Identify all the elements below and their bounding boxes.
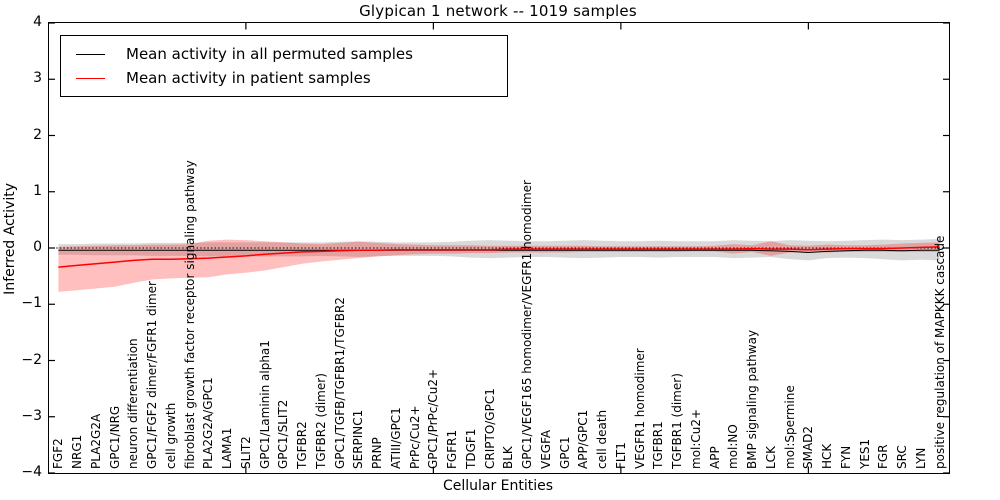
legend-line-swatch xyxy=(76,77,105,79)
x-category-label: PrPc/Cu2+ xyxy=(407,405,422,469)
x-category-label: neuron differentiation xyxy=(126,338,141,469)
y-tick-label: −1 xyxy=(21,295,42,312)
x-category-label: fibroblast growth factor receptor signal… xyxy=(182,160,197,469)
x-category-label: LCK xyxy=(763,446,778,469)
x-category-label: SLIT2 xyxy=(238,436,253,469)
y-tick-label: 4 xyxy=(33,14,42,30)
x-axis-label: Cellular Entities xyxy=(442,478,554,494)
x-category-label: cell growth xyxy=(163,402,178,469)
x-category-label: SRC xyxy=(895,445,910,469)
legend-item-label: Mean activity in all permuted samples xyxy=(126,45,413,63)
x-category-label: APP xyxy=(707,446,722,469)
legend-item-label: Mean activity in patient samples xyxy=(126,69,371,87)
x-category-label: GPC1/VEGF165 homodimer/VEGFR1 homodimer xyxy=(520,180,535,469)
x-category-label: TGFBR1 (dimer) xyxy=(670,373,685,469)
x-category-label: PLA2G2A xyxy=(88,413,103,469)
x-category-label: TGFBR1 xyxy=(651,421,666,469)
chart-title: Glypican 1 network -- 1019 samples xyxy=(359,2,637,20)
x-category-label: GPC1 xyxy=(557,436,572,469)
x-category-label: FGF2 xyxy=(51,438,66,469)
x-category-label: BLK xyxy=(501,446,516,469)
x-category-label: GPC1/NRG xyxy=(107,405,122,469)
y-tick-label: 2 xyxy=(33,126,42,143)
x-category-label: GPC1/SLIT2 xyxy=(276,399,291,469)
x-category-label: NRG1 xyxy=(70,434,85,469)
x-category-label: cell death xyxy=(595,409,610,469)
x-category-label: FYN xyxy=(838,445,853,469)
y-tick-label: −4 xyxy=(21,464,42,480)
x-category-label: HCK xyxy=(820,443,835,469)
x-category-label: SMAD2 xyxy=(801,425,816,469)
x-category-label: ATIII/GPC1 xyxy=(388,407,403,469)
y-tick-label: −3 xyxy=(21,407,42,424)
x-category-label: GPC1/PrPc/Cu2+ xyxy=(426,368,441,469)
legend: Mean activity in all permuted samples Mea… xyxy=(60,35,508,97)
x-category-label: PLA2G2A/GPC1 xyxy=(201,377,216,469)
x-category-label: PRNP xyxy=(370,437,385,469)
y-tick-label: 1 xyxy=(33,182,42,199)
x-category-label: GPC1/FGF2 dimer/FGFR1 dimer xyxy=(145,281,160,469)
x-category-label: mol:Cu2+ xyxy=(688,408,703,469)
x-category-label: VEGFR1 homodimer xyxy=(632,348,647,469)
legend-item: Mean activity in all permuted samples xyxy=(61,45,507,63)
x-category-label: TGFBR2 (dimer) xyxy=(313,373,328,469)
x-category-label: FGR xyxy=(876,444,891,469)
x-category-label: YES1 xyxy=(857,438,872,469)
x-category-label: APP/GPC1 xyxy=(576,409,591,469)
x-category-label: FGFR1 xyxy=(445,429,460,469)
plot-area xyxy=(48,22,950,474)
y-tick-label: 3 xyxy=(33,70,42,87)
plot-canvas xyxy=(49,23,949,473)
x-category-label: TGFBR2 xyxy=(295,421,310,469)
x-category-label: GPC1/Laminin alpha1 xyxy=(257,340,272,469)
x-category-label: SERPINC1 xyxy=(351,409,366,469)
x-category-label: GPC1/TGFB/TGFBR1/TGFBR2 xyxy=(332,297,347,469)
legend-line-swatch xyxy=(76,53,105,55)
x-category-label: TDGF1 xyxy=(463,428,478,469)
x-category-label: VEGFA xyxy=(538,429,553,469)
x-category-label: LAMA1 xyxy=(220,427,235,469)
patient-mean-line xyxy=(58,246,940,268)
y-tick-label: 0 xyxy=(33,239,42,255)
x-category-label: mol:NO xyxy=(726,424,741,469)
x-category-label: BMP signaling pathway xyxy=(745,329,760,469)
x-category-label: LYN xyxy=(913,447,928,469)
legend-item: Mean activity in patient samples xyxy=(61,69,507,87)
x-category-label: positive regulation of MAPKKK cascade xyxy=(932,235,947,469)
x-category-label: mol:Spermine xyxy=(782,385,797,469)
x-category-label: FLT1 xyxy=(613,442,628,469)
y-tick-label: −2 xyxy=(21,351,42,368)
x-category-label: CRIPTO/GPC1 xyxy=(482,388,497,469)
permuted-mean-line xyxy=(58,249,940,254)
